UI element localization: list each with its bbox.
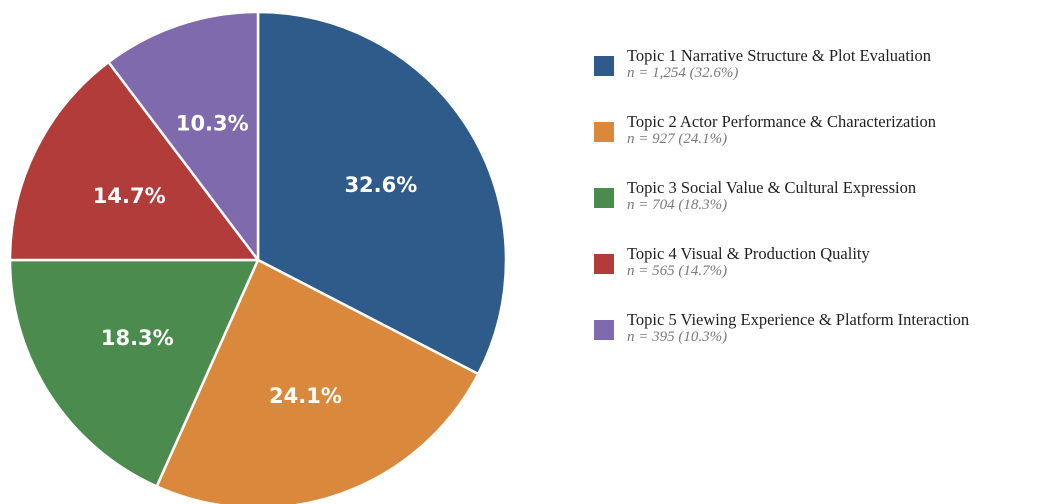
legend-detail-topic-4: n = 565 (14.7%) (627, 263, 728, 279)
pie-chart: 32.6% 24.1% 18.3% 14.7% 10.3% (8, 10, 508, 504)
legend-swatch-topic-3 (594, 188, 614, 208)
legend-detail-topic-1: n = 1,254 (32.6%) (627, 65, 739, 81)
legend-item-topic-4: Topic 4 Visual & Production Quality n = … (594, 244, 1043, 310)
legend-swatch-topic-2 (594, 122, 614, 142)
legend-swatch-topic-1 (594, 56, 614, 76)
legend-item-topic-3: Topic 3 Social Value & Cultural Expressi… (594, 178, 1043, 244)
chart-legend: Topic 1 Narrative Structure & Plot Evalu… (594, 46, 1043, 376)
pie-slice-topic-2 (155, 258, 480, 504)
legend-item-topic-1: Topic 1 Narrative Structure & Plot Evalu… (594, 46, 1043, 112)
slice-label-topic-3: 18.3% (101, 326, 174, 350)
legend-label-topic-3: Topic 3 Social Value & Cultural Expressi… (627, 178, 917, 197)
legend-detail-topic-3: n = 704 (18.3%) (627, 197, 728, 213)
pie-slice-topic-5 (107, 10, 260, 262)
slice-label-topic-5: 10.3% (176, 112, 249, 136)
legend-label-topic-2: Topic 2 Actor Performance & Characteriza… (627, 112, 937, 131)
legend-detail-topic-5: n = 395 (10.3%) (627, 329, 728, 345)
legend-label-topic-5: Topic 5 Viewing Experience & Platform In… (627, 310, 970, 329)
legend-item-topic-5: Topic 5 Viewing Experience & Platform In… (594, 310, 1043, 376)
legend-swatch-topic-5 (594, 320, 614, 340)
legend-label-topic-4: Topic 4 Visual & Production Quality (627, 244, 870, 263)
slice-label-topic-4: 14.7% (93, 184, 166, 208)
slice-label-topic-1: 32.6% (344, 173, 417, 197)
legend-label-topic-1: Topic 1 Narrative Structure & Plot Evalu… (627, 46, 932, 65)
pie-slice-topic-4 (8, 60, 260, 262)
legend-item-topic-2: Topic 2 Actor Performance & Characteriza… (594, 112, 1043, 178)
pie-slice-topic-1 (256, 10, 508, 376)
legend-swatch-topic-4 (594, 254, 614, 274)
legend-detail-topic-2: n = 927 (24.1%) (627, 131, 728, 147)
pie-slice-topic-3 (8, 258, 260, 488)
slice-label-topic-2: 24.1% (269, 384, 342, 408)
